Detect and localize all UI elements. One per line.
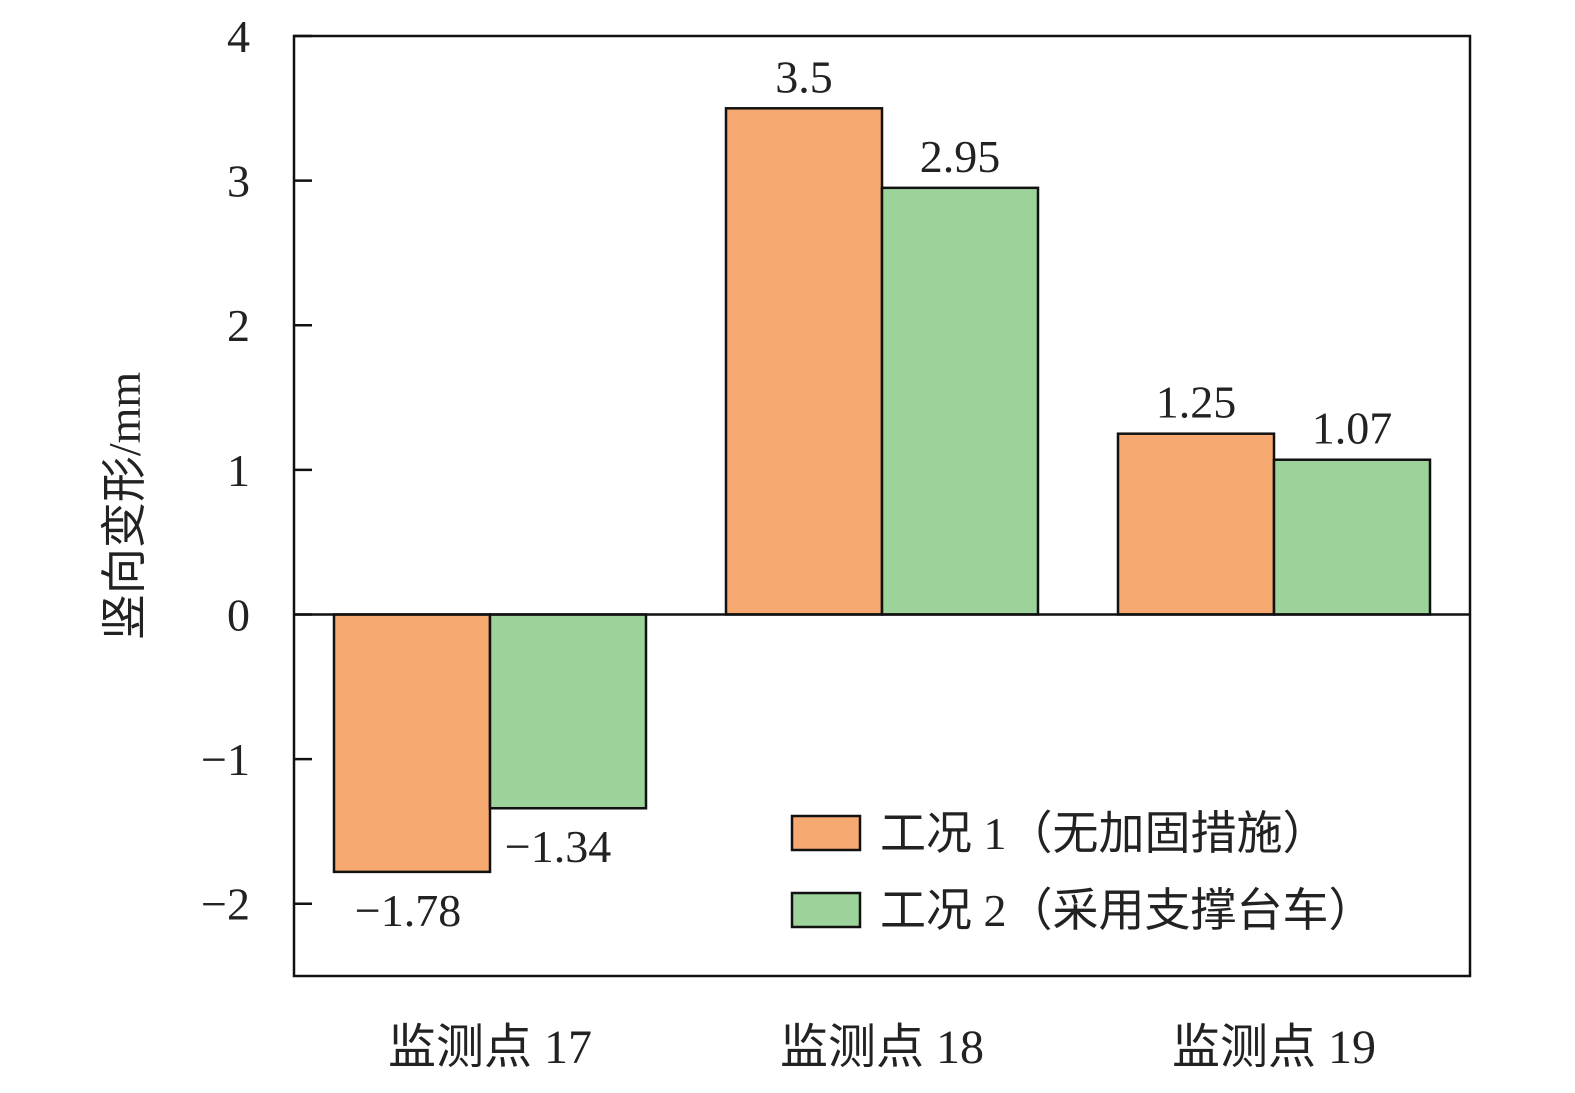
legend-swatch — [790, 891, 862, 929]
bar-series1-1 — [332, 613, 492, 874]
x-axis: 监测点 17 监测点 18 监测点 19 — [388, 1021, 1376, 1074]
data-label: −1.78 — [355, 885, 461, 936]
bar-series1-3 — [1116, 432, 1276, 616]
y-tick-label: −2 — [201, 879, 250, 930]
legend-label: 工况 1（无加固措施） — [880, 808, 1329, 859]
legend-label: 工况 2（采用支撑台车） — [880, 885, 1375, 936]
bars-group — [332, 107, 1432, 874]
y-axis-title: 竖向变形/mm — [99, 372, 150, 641]
bar-series2-1 — [488, 613, 648, 810]
data-label: 1.25 — [1156, 377, 1237, 428]
data-labels: −1.78 −1.34 3.5 2.95 1.25 1.07 — [355, 51, 1392, 936]
y-axis: −2 −1 0 1 2 3 4 — [201, 11, 312, 930]
bar-series2-3 — [1272, 458, 1432, 616]
plot-frame — [292, 34, 1472, 978]
legend: 工况 1（无加固措施） 工况 2（采用支撑台车） — [790, 808, 1375, 936]
y-tick-label: 4 — [227, 11, 250, 62]
x-tick-label: 监测点 17 — [388, 1021, 592, 1074]
y-tick-label: 1 — [227, 445, 250, 496]
y-tick-label: −1 — [201, 734, 250, 785]
data-label: 3.5 — [775, 51, 833, 102]
x-tick-label: 监测点 19 — [1172, 1021, 1376, 1074]
data-label: 1.07 — [1312, 403, 1393, 454]
y-tick-label: 2 — [227, 300, 250, 351]
x-tick-label: 监测点 18 — [780, 1021, 984, 1074]
y-tick-label: 0 — [227, 589, 250, 640]
y-tick-label: 3 — [227, 156, 250, 207]
bar-series1-2 — [724, 107, 884, 616]
data-label: 2.95 — [920, 131, 1001, 182]
bar-series2-2 — [880, 186, 1040, 616]
data-label: −1.34 — [505, 821, 611, 872]
legend-swatch — [790, 814, 862, 852]
